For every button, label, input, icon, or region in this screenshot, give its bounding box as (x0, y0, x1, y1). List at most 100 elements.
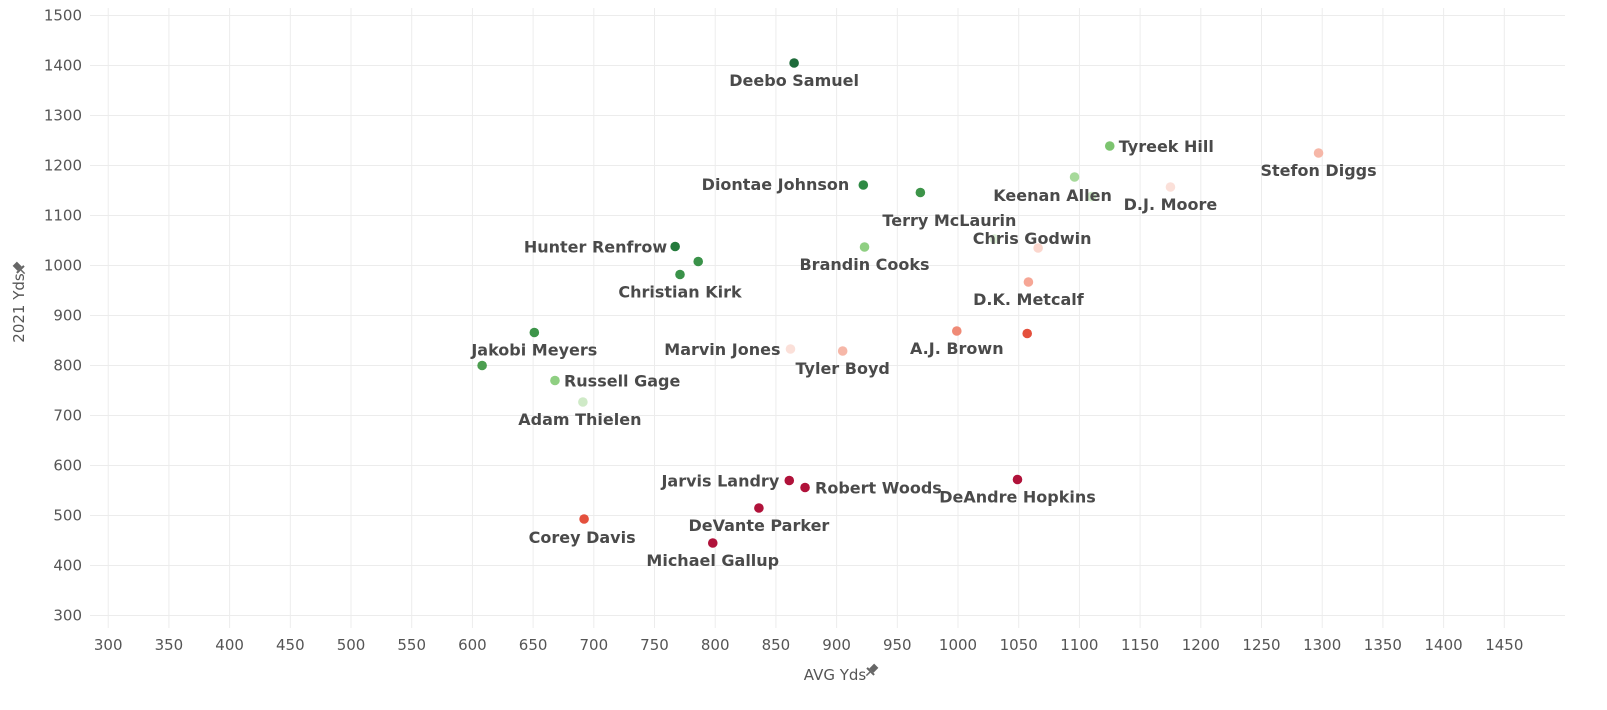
y-tick-label: 300 (53, 607, 82, 625)
x-axis-ticks: 300 350 400 450 500 550 600 650 700 750 800 850 900 9… (94, 636, 1524, 654)
y-tick-label: 800 (53, 357, 82, 375)
data-point[interactable] (477, 360, 487, 371)
data-point[interactable] (579, 514, 589, 524)
point-label: DeAndre Hopkins (939, 488, 1096, 507)
data-point[interactable] (675, 269, 685, 280)
x-tick-label: 1050 (1000, 636, 1038, 654)
y-tick-label: 400 (53, 557, 82, 575)
x-tick-label: 1400 (1425, 636, 1463, 654)
x-tick-label: 1000 (939, 636, 977, 654)
x-axis-title-group[interactable]: AVG Yds (804, 662, 880, 684)
x-tick-label: 1300 (1303, 636, 1341, 654)
point-label: DeVante Parker (688, 516, 829, 535)
data-point[interactable] (951, 326, 962, 336)
point-label: Stefon Diggs (1260, 161, 1376, 180)
data-point[interactable] (915, 187, 926, 198)
point-labels: Deebo Samuel Tyreek Hill Stefon Diggs Diont… (470, 71, 1376, 570)
data-point[interactable] (1033, 243, 1043, 253)
data-point[interactable] (578, 397, 588, 407)
point-label: Christian Kirk (618, 283, 742, 302)
y-tick-label: 900 (53, 307, 82, 325)
x-tick-label: 1150 (1121, 636, 1159, 654)
point-label: Deebo Samuel (729, 71, 859, 90)
data-point[interactable] (1023, 277, 1034, 287)
point-label: Hunter Renfrow (524, 238, 668, 257)
point-label: Marvin Jones (664, 340, 780, 359)
point-label: Chris Godwin (973, 229, 1092, 248)
y-tick-label: 1200 (44, 157, 82, 175)
data-point[interactable] (1069, 172, 1080, 182)
data-point[interactable] (789, 58, 799, 68)
x-tick-label: 400 (215, 636, 244, 654)
point-label: Brandin Cooks (799, 255, 929, 274)
x-tick-label: 650 (519, 636, 548, 654)
x-tick-label: 600 (458, 636, 487, 654)
x-tick-label: 500 (337, 636, 366, 654)
y-tick-label: 1300 (44, 107, 82, 125)
x-tick-label: 1450 (1485, 636, 1523, 654)
pin-icon[interactable] (11, 260, 28, 277)
data-point[interactable] (837, 346, 848, 356)
x-tick-label: 450 (276, 636, 305, 654)
x-tick-label: 1200 (1182, 636, 1220, 654)
y-tick-label: 700 (53, 407, 82, 425)
x-tick-label: 300 (94, 636, 123, 654)
y-axis-title: 2021 Yds (10, 273, 28, 343)
data-point[interactable] (1313, 148, 1324, 158)
data-point[interactable] (670, 241, 680, 252)
y-axis-title-group[interactable]: 2021 Yds (10, 260, 28, 343)
y-tick-label: 1000 (44, 257, 82, 275)
data-point[interactable] (1104, 141, 1115, 151)
y-axis-ticks: 300 400 500 600 700 800 900 1000 1100 1200 1300 140… (44, 7, 82, 625)
data-point[interactable] (1022, 328, 1033, 339)
data-point[interactable] (754, 503, 764, 513)
x-axis-title: AVG Yds (804, 666, 867, 684)
point-label: Adam Thielen (518, 410, 641, 429)
x-tick-label: 800 (701, 636, 730, 654)
point-label: Terry McLaurin (882, 211, 1016, 230)
data-point[interactable] (989, 234, 1000, 244)
point-label: Diontae Johnson (702, 175, 850, 194)
data-point[interactable] (529, 327, 540, 338)
x-tick-label: 900 (822, 636, 851, 654)
data-point[interactable] (784, 475, 795, 486)
data-point[interactable] (800, 482, 810, 493)
point-label: Russell Gage (564, 372, 681, 391)
point-label: Jakobi Meyers (470, 341, 597, 360)
data-point[interactable] (707, 538, 718, 548)
point-label: D.J. Moore (1124, 195, 1218, 214)
point-label: Robert Woods (815, 479, 942, 498)
y-tick-label: 600 (53, 457, 82, 475)
point-label: Tyreek Hill (1119, 137, 1214, 156)
data-point[interactable] (859, 242, 870, 252)
x-tick-label: 950 (883, 636, 912, 654)
data-points (477, 58, 1324, 548)
point-label: D.K. Metcalf (973, 290, 1085, 309)
data-point[interactable] (1165, 182, 1176, 192)
x-tick-label: 1250 (1242, 636, 1280, 654)
grid (90, 8, 1565, 628)
y-tick-label: 500 (53, 507, 82, 525)
point-label: Keenan Allen (993, 186, 1112, 205)
data-point[interactable] (1086, 191, 1097, 202)
y-tick-label: 1100 (44, 207, 82, 225)
x-tick-label: 850 (762, 636, 791, 654)
x-tick-label: 700 (579, 636, 608, 654)
pin-icon[interactable] (863, 662, 880, 679)
data-point[interactable] (785, 344, 796, 354)
point-label: Corey Davis (529, 528, 636, 547)
y-tick-label: 1400 (44, 57, 82, 75)
point-label: Michael Gallup (646, 551, 779, 570)
x-tick-label: 550 (397, 636, 426, 654)
data-point[interactable] (550, 375, 560, 386)
point-label: Tyler Boyd (796, 359, 890, 378)
data-point[interactable] (693, 256, 704, 267)
data-point[interactable] (858, 180, 869, 190)
x-tick-label: 1100 (1060, 636, 1098, 654)
x-tick-label: 1350 (1364, 636, 1402, 654)
y-tick-label: 1500 (44, 7, 82, 25)
data-point[interactable] (1012, 474, 1023, 485)
point-label: A.J. Brown (910, 339, 1004, 358)
x-tick-label: 750 (640, 636, 669, 654)
point-label: Jarvis Landry (660, 472, 779, 491)
